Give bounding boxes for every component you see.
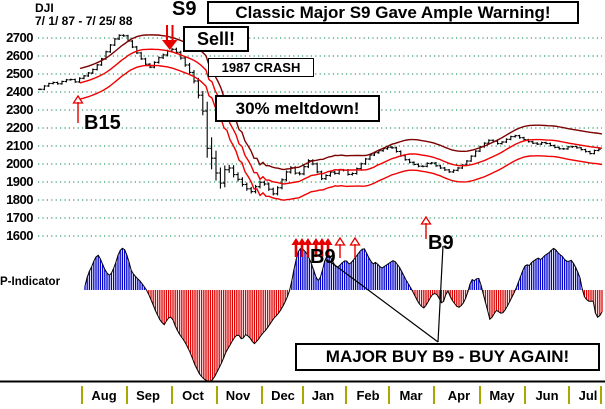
month-label: Sep [136, 388, 160, 403]
sell-box: Sell! [183, 26, 249, 52]
month-label: Jun [535, 388, 559, 403]
crash-box: 1987 CRASH [208, 58, 314, 77]
y-axis-tick: 2700 [6, 30, 33, 45]
y-axis-tick: 2400 [6, 84, 33, 99]
symbol-label: DJI [35, 1, 54, 15]
y-axis-tick: 1900 [6, 174, 33, 189]
month-label: Dec [271, 388, 295, 403]
y-axis-tick: 1600 [6, 228, 33, 243]
meltdown-box: 30% meltdown! [215, 95, 380, 122]
month-label: Nov [225, 388, 251, 403]
month-label: Jan [311, 388, 335, 403]
s9-signal-label: S9 [172, 0, 197, 20]
y-axis-tick: 2600 [6, 48, 33, 63]
month-label: Jul [578, 388, 598, 403]
title-box: Classic Major S9 Gave Ample Warning! [207, 1, 579, 24]
y-axis-tick: 2500 [6, 66, 33, 81]
y-axis-tick: 2000 [6, 156, 33, 171]
y-axis-tick: 1700 [6, 210, 33, 225]
b9-left-signal-label: B9 [310, 246, 336, 268]
b9-right-signal-label: B9 [428, 232, 454, 254]
month-label: May [489, 388, 515, 403]
y-axis-tick: 2200 [6, 120, 33, 135]
month-label: Mar [399, 388, 423, 403]
date-range-label: 7/ 1/ 87 - 7/ 25/ 88 [35, 14, 133, 28]
indicator-name-label: P-Indicator [0, 276, 61, 288]
y-axis-tick: 2100 [6, 138, 33, 153]
month-label: Oct [182, 388, 204, 403]
y-axis-tick: 1800 [6, 192, 33, 207]
y-axis-tick: 2300 [6, 102, 33, 117]
month-label: Feb [356, 388, 380, 403]
b15-signal-label: B15 [84, 112, 121, 134]
month-label: Aug [91, 388, 117, 403]
month-label: Apr [447, 388, 471, 403]
major-buy-box: MAJOR BUY B9 - BUY AGAIN! [295, 343, 600, 371]
